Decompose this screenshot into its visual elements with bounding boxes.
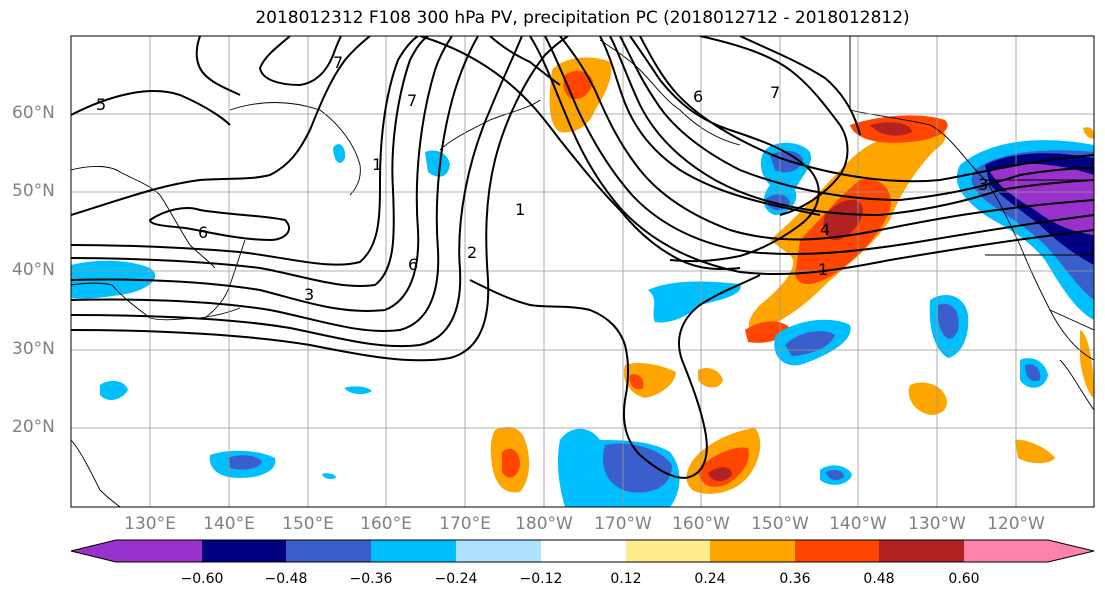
contour-label: 3 (304, 285, 314, 304)
colorbar-swatch (795, 540, 879, 562)
contour-label: 3 (978, 175, 988, 194)
colorbar-swatch (286, 540, 371, 562)
colorbar-tick-label: 0.60 (948, 571, 980, 587)
colorbar-tick-label: 0.12 (610, 571, 642, 587)
colorbar-swatch (116, 540, 202, 562)
map-title: 2018012312 F108 300 hPa PV, precipitatio… (255, 8, 910, 28)
colorbar-swatch (541, 540, 626, 562)
lon-label: 160°W (672, 514, 730, 534)
lon-label: 130°W (908, 514, 966, 534)
colorbar-tick-label: 0.48 (863, 571, 895, 587)
colorbar-swatch (710, 540, 795, 562)
lon-label: 140°E (203, 514, 255, 534)
colorbar-swatch (626, 540, 710, 562)
contour-labels: 5 7 7 6 7 6 1 2 6 3 1 4 1 3 (96, 53, 988, 304)
contour-label: 6 (408, 255, 418, 274)
precip-shading (71, 57, 1094, 507)
colorbar-tick-label: 0.36 (779, 571, 811, 587)
colorbar-tick-label: −0.48 (264, 571, 308, 587)
contour-label: 5 (96, 95, 106, 114)
lat-label: 40°N (12, 260, 55, 280)
contour-label: 6 (198, 223, 208, 242)
lat-label: 30°N (12, 339, 55, 359)
lon-label: 160°E (360, 514, 412, 534)
lon-label: 170°W (594, 514, 652, 534)
colorbar-swatch (371, 540, 456, 562)
pv-contours (71, 36, 1094, 480)
contour-label: 7 (770, 83, 780, 102)
lat-label: 50°N (12, 181, 55, 201)
lon-label: 150°E (282, 514, 334, 534)
contour-label: 4 (820, 220, 830, 239)
lat-label: 20°N (12, 417, 55, 437)
contour-label: 7 (407, 91, 417, 110)
colorbar-tick-label: −0.60 (180, 571, 224, 587)
colorbar-tick-label: 0.24 (694, 571, 726, 587)
colorbar (70, 539, 1095, 563)
colorbar-swatch (964, 540, 1048, 562)
gridlines (71, 36, 1094, 507)
contour-label: 7 (333, 53, 343, 72)
lat-label: 60°N (12, 103, 55, 123)
contour-label: 6 (693, 87, 703, 106)
lon-label: 130°E (124, 514, 176, 534)
colorbar-swatch (456, 540, 541, 562)
contour-label: 1 (372, 155, 382, 174)
colorbar-extend-high (1048, 540, 1094, 562)
lon-label: 150°W (751, 514, 809, 534)
colorbar-tick-label: −0.24 (434, 571, 478, 587)
lon-label: 120°W (987, 514, 1045, 534)
contour-label: 1 (818, 260, 828, 279)
contour-label: 1 (515, 200, 525, 219)
contour-label: 2 (467, 243, 477, 262)
colorbar-swatch (202, 540, 286, 562)
lon-label: 180°W (515, 514, 573, 534)
colorbar-swatch (879, 540, 964, 562)
colorbar-extend-low (71, 540, 116, 562)
lon-label: 170°E (439, 514, 491, 534)
colorbar-tick-label: −0.12 (519, 571, 563, 587)
colorbar-tick-label: −0.36 (349, 571, 393, 587)
lon-label: 140°W (829, 514, 887, 534)
